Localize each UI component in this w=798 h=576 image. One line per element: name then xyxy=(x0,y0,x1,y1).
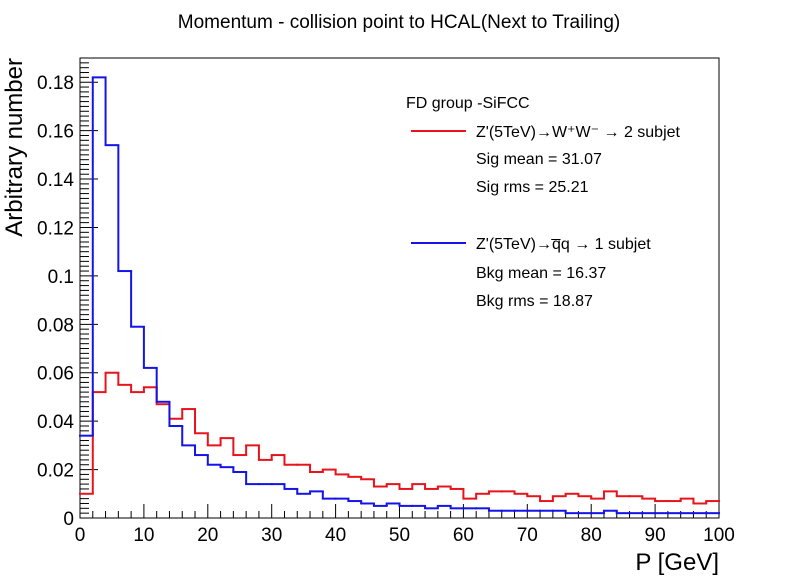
x-tick-label: 0 xyxy=(75,525,86,546)
background-series xyxy=(79,76,720,515)
legend-signal-rms: Sig rms = 25.21 xyxy=(476,179,589,196)
x-tick-label: 90 xyxy=(645,525,666,546)
x-tick-label: 80 xyxy=(581,525,602,546)
y-tick-label: 0.1 xyxy=(48,267,74,288)
y-tick-label: 0.04 xyxy=(37,412,74,433)
legend-header: FD group -SiFCC xyxy=(406,95,530,112)
y-tick-label: 0.14 xyxy=(37,170,74,191)
y-axis-label: Arbitrary number xyxy=(1,58,28,237)
chart-title: Momentum - collision point to HCAL(Next … xyxy=(178,12,620,33)
x-tick-label: 70 xyxy=(517,525,538,546)
y-tick-label: 0.16 xyxy=(37,122,74,143)
x-tick-label: 40 xyxy=(325,525,346,546)
y-tick-label: 0.08 xyxy=(37,315,74,336)
legend-background-rms: Bkg rms = 18.87 xyxy=(476,293,593,310)
legend-signal-mean: Sig mean = 31.07 xyxy=(476,151,602,168)
x-tick-label: 100 xyxy=(703,525,735,546)
legend: FD group -SiFCC Z'(5TeV)→W⁺W⁻ → 2 subjet… xyxy=(406,95,681,310)
y-tick-label: 0 xyxy=(63,509,74,530)
y-tick-label: 0.12 xyxy=(37,218,74,239)
y-tick-label: 0.02 xyxy=(37,461,74,482)
x-tick-label: 60 xyxy=(453,525,474,546)
legend-signal-label: Z'(5TeV)→W⁺W⁻ → 2 subjet xyxy=(476,124,681,141)
y-tick-label: 0.06 xyxy=(37,364,74,385)
x-tick-label: 10 xyxy=(133,525,154,546)
y-axis: 0 0.02 0.04 0.06 0.08 0.1 0.12 0.14 0.16 0.18 xyxy=(37,57,98,530)
x-tick-label: 20 xyxy=(197,525,218,546)
x-tick-label: 30 xyxy=(261,525,282,546)
series-layer xyxy=(79,76,720,515)
x-axis-label: P [GeV] xyxy=(635,549,719,576)
y-tick-label: 0.18 xyxy=(37,73,74,94)
legend-background-label: Z'(5TeV)→q̅q → 1 subjet xyxy=(476,236,651,253)
legend-background-mean: Bkg mean = 16.37 xyxy=(476,265,606,282)
x-axis: 0 10 20 30 40 50 60 70 80 90 100 xyxy=(75,504,735,546)
x-tick-label: 50 xyxy=(389,525,410,546)
